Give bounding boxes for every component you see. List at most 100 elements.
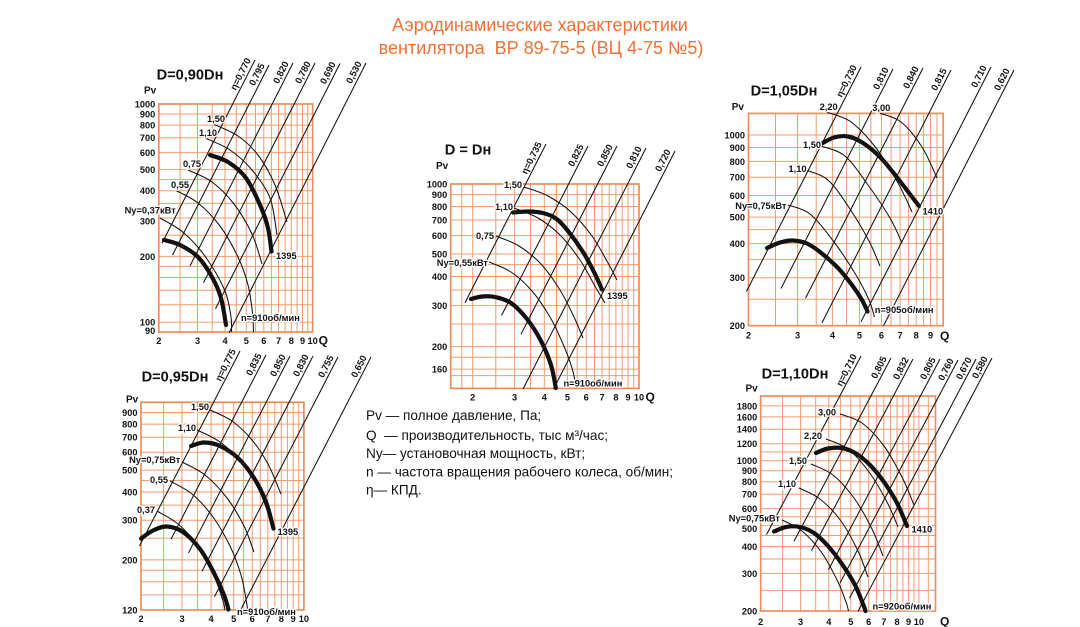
svg-text:1000: 1000 (135, 99, 155, 109)
svg-text:200: 200 (432, 342, 447, 352)
svg-text:2,20: 2,20 (820, 102, 838, 112)
svg-text:400: 400 (742, 542, 757, 552)
svg-text:n — частота вращения рабочего: n — частота вращения рабочего колеса, об… (366, 465, 673, 480)
svg-text:2: 2 (746, 331, 751, 341)
svg-text:1,50: 1,50 (504, 180, 522, 190)
svg-text:300: 300 (432, 301, 447, 311)
svg-text:3,00: 3,00 (818, 408, 836, 418)
svg-text:Pv: Pv (732, 102, 745, 113)
svg-text:7: 7 (898, 331, 903, 341)
svg-text:600: 600 (432, 231, 447, 241)
svg-text:η=0,735: η=0,735 (519, 140, 544, 176)
svg-text:300: 300 (742, 569, 757, 579)
svg-text:500: 500 (122, 466, 137, 476)
svg-text:0,530: 0,530 (343, 59, 363, 85)
svg-text:800: 800 (742, 477, 757, 487)
svg-text:3: 3 (795, 331, 800, 341)
svg-text:6: 6 (250, 614, 255, 624)
svg-text:0,75: 0,75 (183, 159, 201, 169)
svg-text:900: 900 (140, 109, 155, 119)
svg-text:4: 4 (826, 617, 832, 627)
svg-text:600: 600 (730, 191, 745, 201)
svg-text:4: 4 (542, 392, 548, 402)
svg-text:1000: 1000 (737, 456, 757, 466)
svg-text:0,830: 0,830 (290, 352, 310, 378)
svg-text:200: 200 (742, 607, 757, 617)
svg-text:700: 700 (140, 133, 155, 143)
svg-text:Pv: Pv (436, 161, 449, 172)
svg-text:6: 6 (879, 331, 884, 341)
svg-text:0,55: 0,55 (150, 475, 168, 485)
svg-text:0,850: 0,850 (594, 142, 614, 168)
svg-text:160: 160 (432, 365, 447, 375)
svg-text:600: 600 (140, 148, 155, 158)
svg-text:6: 6 (261, 336, 266, 346)
svg-text:3,00: 3,00 (872, 103, 890, 113)
svg-text:800: 800 (122, 420, 137, 430)
svg-text:0,710: 0,710 (968, 63, 988, 89)
svg-text:Pv — полное давление, Па;: Pv — полное давление, Па; (366, 408, 541, 423)
svg-text:Q: Q (940, 329, 949, 343)
svg-text:9: 9 (906, 617, 911, 627)
svg-text:500: 500 (730, 213, 745, 223)
svg-text:5: 5 (244, 336, 249, 346)
svg-text:1200: 1200 (737, 439, 757, 449)
svg-text:700: 700 (742, 490, 757, 500)
svg-text:1600: 1600 (737, 412, 757, 422)
svg-text:100: 100 (140, 318, 155, 328)
svg-text:200: 200 (140, 252, 155, 262)
svg-text:0,620: 0,620 (991, 66, 1011, 92)
svg-text:вентилятора ВР 89-75-5 (ВЦ 4-: вентилятора ВР 89-75-5 (ВЦ 4-75 №5) (379, 38, 704, 58)
svg-text:η— КПД.: η— КПД. (366, 483, 422, 498)
svg-text:η=0,730: η=0,730 (834, 63, 859, 99)
svg-text:1,50: 1,50 (191, 402, 209, 412)
svg-text:9: 9 (626, 392, 631, 402)
svg-text:1400: 1400 (737, 425, 757, 435)
svg-text:D=1,10Dн: D=1,10Dн (762, 367, 829, 383)
svg-text:2,20: 2,20 (804, 431, 822, 441)
svg-text:1410: 1410 (912, 525, 933, 535)
svg-text:3: 3 (179, 614, 184, 624)
svg-text:0,75: 0,75 (476, 231, 494, 241)
svg-text:0,810: 0,810 (623, 144, 643, 170)
svg-text:8: 8 (894, 617, 899, 627)
svg-text:7: 7 (600, 392, 605, 402)
svg-text:5: 5 (565, 392, 570, 402)
svg-text:300: 300 (730, 273, 745, 283)
svg-text:Ny=0,55кВт: Ny=0,55кВт (437, 258, 489, 268)
svg-text:5: 5 (848, 617, 853, 627)
svg-text:4: 4 (830, 331, 836, 341)
svg-text:D=0,95Dн: D=0,95Dн (142, 370, 209, 386)
svg-text:300: 300 (122, 516, 137, 526)
svg-text:500: 500 (742, 524, 757, 534)
svg-text:1395: 1395 (607, 291, 628, 301)
svg-text:1410: 1410 (923, 207, 944, 217)
svg-text:Ny=0,75кВт: Ny=0,75кВт (129, 455, 181, 465)
svg-text:400: 400 (140, 186, 155, 196)
svg-text:Pv: Pv (126, 395, 139, 406)
svg-text:0,755: 0,755 (315, 353, 335, 379)
svg-text:8: 8 (914, 331, 919, 341)
svg-text:3: 3 (798, 617, 803, 627)
svg-text:700: 700 (122, 433, 137, 443)
svg-text:8: 8 (289, 336, 294, 346)
svg-text:2: 2 (470, 392, 475, 402)
svg-text:0,850: 0,850 (267, 352, 287, 378)
svg-text:600: 600 (122, 448, 137, 458)
svg-text:0,720: 0,720 (652, 147, 672, 173)
svg-text:6: 6 (866, 617, 871, 627)
svg-text:3: 3 (512, 392, 517, 402)
svg-text:0,690: 0,690 (317, 60, 337, 86)
svg-text:Q — производительность, тыс м: Q — производительность, тыс м³/час; (366, 428, 608, 443)
svg-text:1,10: 1,10 (199, 128, 217, 138)
svg-text:5: 5 (231, 614, 236, 624)
svg-text:7: 7 (265, 614, 270, 624)
svg-text:0,835: 0,835 (243, 351, 263, 377)
svg-text:800: 800 (140, 121, 155, 131)
svg-text:10: 10 (914, 617, 924, 627)
svg-text:8: 8 (279, 614, 284, 624)
svg-text:1000: 1000 (427, 179, 447, 189)
svg-text:Pv: Pv (144, 86, 157, 97)
svg-text:Q: Q (319, 334, 328, 348)
svg-text:1,10: 1,10 (178, 423, 196, 433)
